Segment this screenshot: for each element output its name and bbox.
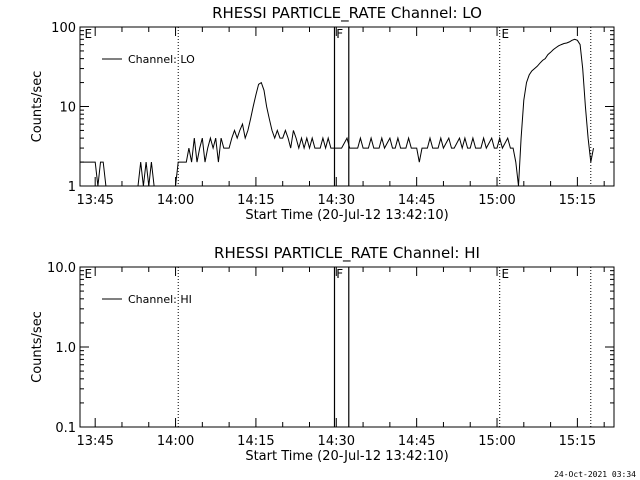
- x-axis-label: Start Time (20-Jul-12 13:42:10): [245, 208, 448, 223]
- x-tick-label: 14:45: [398, 434, 435, 449]
- footer-timestamp: 24-Oct-2021 03:34: [554, 470, 636, 479]
- y-axis-label: Counts/sec: [30, 311, 45, 383]
- x-tick-label: 14:15: [237, 193, 274, 208]
- event-letter-label: E: [84, 267, 92, 281]
- event-letter-label: E: [84, 27, 92, 41]
- chart-title: RHESSI PARTICLE_RATE Channel: LO: [212, 4, 482, 23]
- chart-title: RHESSI PARTICLE_RATE Channel: HI: [214, 244, 480, 263]
- y-tick-label: 10: [59, 101, 76, 116]
- chart-panel-0: RHESSI PARTICLE_RATE Channel: LO 1 10 100 13…: [30, 4, 615, 223]
- x-tick-label: 15:00: [478, 434, 515, 449]
- legend-entry: Channel: LO: [128, 53, 195, 66]
- plots-group: RHESSI PARTICLE_RATE Channel: LO 1 10 100 13…: [30, 4, 615, 464]
- x-tick-label: 14:30: [318, 434, 355, 449]
- x-tick-label: 14:30: [318, 193, 355, 208]
- y-axis-label: Counts/sec: [30, 71, 45, 143]
- event-letter-label: F: [336, 27, 343, 41]
- x-tick-label: 14:00: [157, 434, 194, 449]
- x-tick-label: 15:15: [559, 193, 596, 208]
- x-axis-label: Start Time (20-Jul-12 13:42:10): [245, 449, 448, 464]
- event-letter-label: F: [336, 267, 343, 281]
- event-letter-label: E: [501, 267, 509, 281]
- y-tick-label: 100: [51, 21, 76, 36]
- chart-panel-1: RHESSI PARTICLE_RATE Channel: HI 0.1 1.0 10…: [30, 244, 615, 464]
- y-tick-label: 0.1: [55, 421, 76, 436]
- x-tick-label: 15:00: [478, 193, 515, 208]
- legend-entry: Channel: HI: [128, 293, 192, 306]
- x-tick-label: 15:15: [559, 434, 596, 449]
- series-line: [80, 38, 594, 187]
- y-tick-label: 10.0: [47, 261, 76, 276]
- y-tick-label: 1.0: [55, 341, 76, 356]
- x-tick-label: 14:00: [157, 193, 194, 208]
- event-letter-label: E: [501, 27, 509, 41]
- x-tick-label: 13:45: [76, 434, 113, 449]
- x-tick-label: 14:45: [398, 193, 435, 208]
- y-tick-label: 1: [68, 180, 76, 195]
- x-tick-label: 13:45: [76, 193, 113, 208]
- x-tick-label: 14:15: [237, 434, 274, 449]
